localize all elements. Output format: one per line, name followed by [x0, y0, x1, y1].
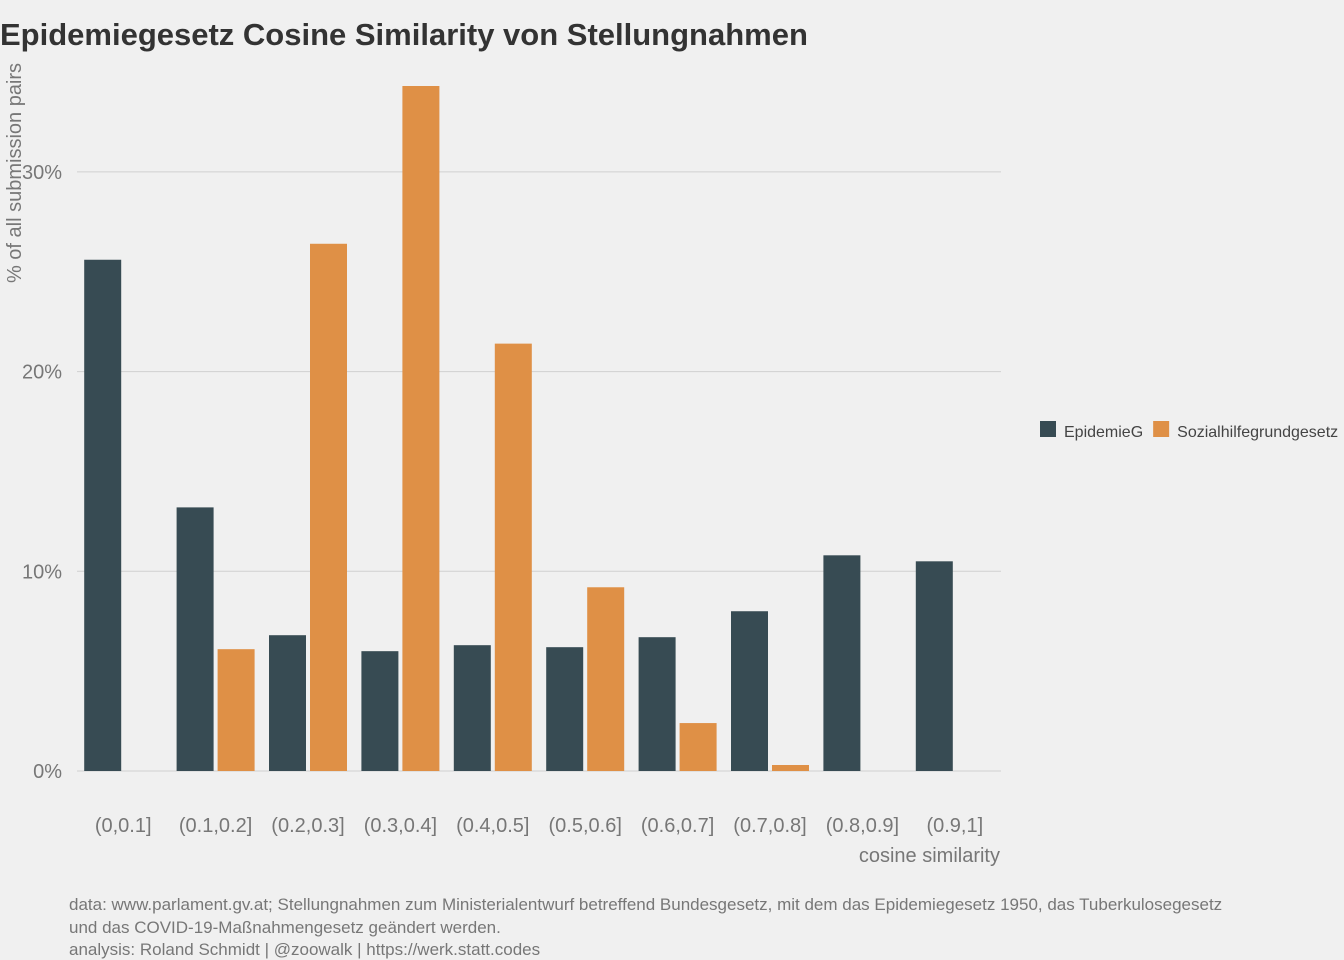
caption: data: www.parlament.gv.at; Stellungnahme…	[69, 895, 1222, 959]
legend: EpidemieG Sozialhilfegrundgesetz	[1040, 421, 1338, 441]
bar-epidemieg	[823, 555, 861, 771]
x-tick-label: (0.4,0.5]	[456, 815, 529, 837]
x-tick-label: (0.8,0.9]	[826, 815, 899, 837]
bars	[84, 86, 953, 772]
x-tick-label: (0.5,0.6]	[549, 815, 622, 837]
x-tick-label: (0.6,0.7]	[641, 815, 714, 837]
caption-line-1: data: www.parlament.gv.at; Stellungnahme…	[69, 895, 1222, 914]
x-tick-label: (0,0.1]	[95, 815, 152, 837]
bar-epidemieg	[453, 645, 491, 771]
y-tick-label: 20%	[22, 362, 62, 384]
legend-label: EpidemieG	[1064, 424, 1143, 441]
y-axis-ticks: 0% 10% 20% 30%	[22, 162, 62, 783]
legend-swatch	[1153, 421, 1170, 437]
bar-epidemieg	[361, 651, 399, 771]
x-tick-label: (0.1,0.2]	[179, 815, 252, 837]
bar-epidemieg	[915, 561, 953, 771]
bar-epidemieg	[546, 647, 584, 771]
x-tick-label: (0.7,0.8]	[733, 815, 806, 837]
caption-line-3: analysis: Roland Schmidt | @zoowalk | ht…	[69, 940, 540, 959]
bar-sozialhilfegrundgesetz	[402, 86, 440, 771]
bar-sozialhilfegrundgesetz	[587, 587, 625, 771]
x-tick-label: (0.3,0.4]	[364, 815, 437, 837]
legend-label: Sozialhilfegrundgesetz	[1177, 424, 1338, 441]
bar-sozialhilfegrundgesetz	[494, 343, 532, 771]
y-axis-title: % of all submission pairs	[4, 63, 26, 283]
gridlines	[77, 171, 1001, 772]
bar-epidemieg	[731, 611, 768, 771]
bar-sozialhilfegrundgesetz	[310, 243, 347, 772]
x-axis-title: cosine similarity	[859, 845, 1000, 867]
bar-epidemieg	[176, 507, 214, 771]
bar-sozialhilfegrundgesetz	[217, 649, 255, 771]
bar-epidemieg	[269, 635, 306, 771]
legend-swatch	[1040, 421, 1056, 437]
caption-line-2: und das COVID-19-Maßnahmengesetz geänder…	[69, 918, 501, 937]
bar-epidemieg	[638, 637, 676, 771]
x-axis-ticks: (0,0.1] (0.1,0.2] (0.2,0.3] (0.3,0.4] (0.4,0…	[95, 815, 983, 837]
y-tick-label: 10%	[22, 561, 62, 583]
x-tick-label: (0.2,0.3]	[271, 815, 344, 837]
bar-epidemieg	[84, 259, 122, 771]
y-tick-label: 0%	[33, 761, 62, 783]
chart-title: Epidemiegesetz Cosine Similarity von Ste…	[0, 17, 808, 52]
bar-sozialhilfegrundgesetz	[679, 723, 717, 771]
x-tick-label: (0.9,1]	[926, 815, 983, 837]
y-tick-label: 30%	[22, 162, 62, 184]
bar-sozialhilfegrundgesetz	[772, 765, 809, 771]
